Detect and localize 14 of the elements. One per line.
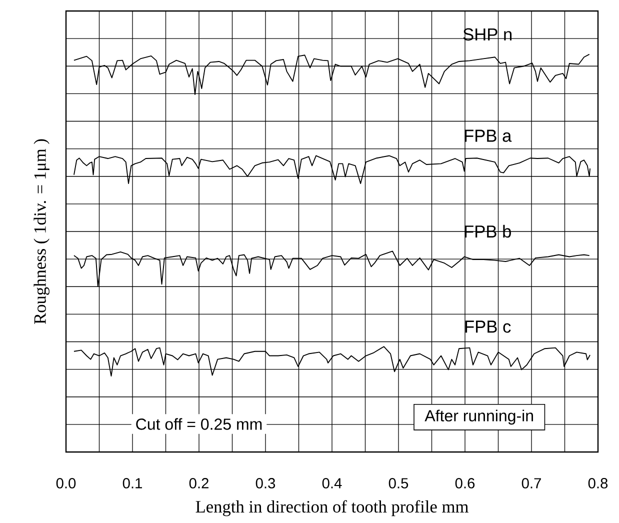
annotation: After running-in [424,410,533,425]
x-tick-label: 0.8 [588,478,608,488]
x-tick-label: 0.6 [455,478,475,488]
y-axis-title: Roughness ( 1div. = 1μm ) [34,139,50,324]
x-tick-label: 0.3 [256,478,276,488]
annotation: Cut off = 0.25 mm [136,418,262,430]
x-tick-label: 0.2 [189,478,208,488]
series-label: FPB c [465,320,511,333]
x-tick-label: 0.5 [388,478,408,488]
x-tick-label: 0.0 [56,478,76,488]
x-tick-label: 0.4 [322,478,342,488]
x-tick-label: 0.1 [122,478,142,488]
x-axis-title: Length in direction of tooth profile mm [196,500,468,516]
x-tick-label: 0.7 [522,478,541,488]
